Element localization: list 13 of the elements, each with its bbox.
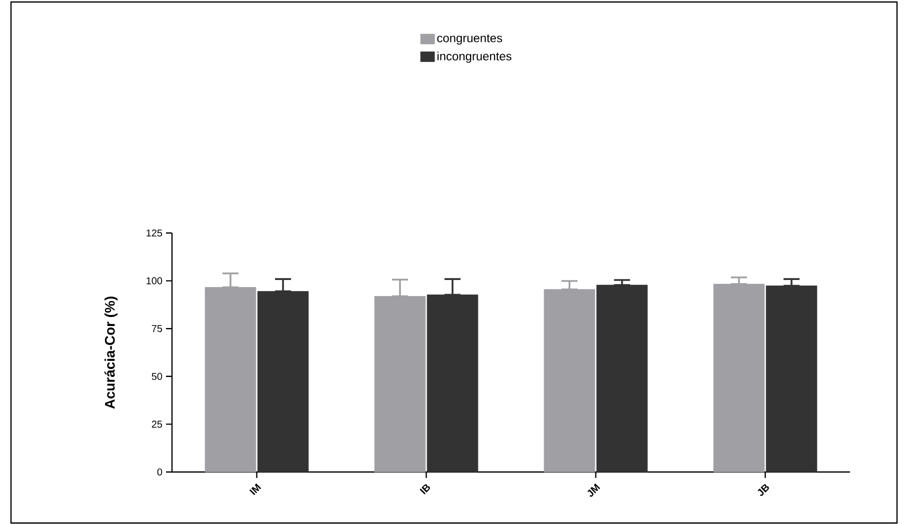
y-tick-label: 75 (152, 325, 162, 332)
x-tick-label: JB (758, 484, 769, 496)
x-tick-label: IB (420, 484, 430, 494)
y-tick-label: 25 (152, 420, 162, 428)
y-axis-title: Acurácia-Cor (%) (104, 296, 118, 409)
x-tick-label: JM (587, 483, 600, 497)
y-tick-label: 50 (152, 372, 162, 380)
y-tick-label: 0 (157, 468, 162, 476)
x-tick-label: IM (249, 483, 262, 496)
legend-label: congruentes (437, 34, 502, 45)
legend-label: incongruentes (438, 52, 512, 63)
y-tick-label: 125 (146, 229, 162, 237)
y-tick-label: 100 (146, 277, 162, 284)
